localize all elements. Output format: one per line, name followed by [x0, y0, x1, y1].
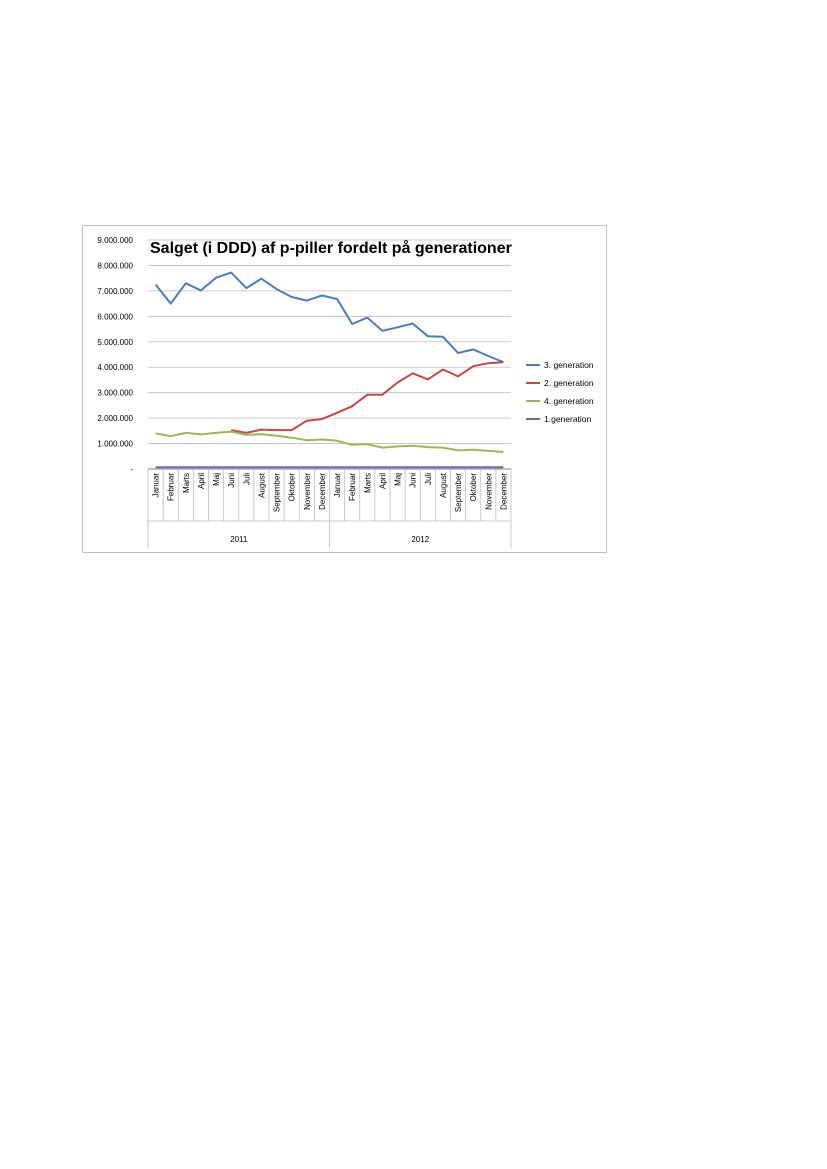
y-tick-label: 1.000.000 — [97, 440, 133, 449]
series-line — [155, 430, 504, 453]
x-tick-label: Oktober — [288, 473, 297, 502]
y-tick-label: - — [130, 465, 133, 474]
x-tick-label: September — [273, 473, 282, 512]
series-line — [231, 361, 504, 434]
x-tick-label: April — [197, 473, 206, 489]
x-tick-label: Juli — [242, 473, 251, 485]
chart-title: Salget (i DDD) af p-piller fordelt på ge… — [150, 239, 512, 257]
x-tick-label: Februar — [167, 473, 176, 501]
y-tick-label: 8.000.000 — [97, 261, 133, 270]
x-tick-label: November — [303, 473, 312, 510]
x-tick-label: April — [378, 473, 387, 489]
series-line — [154, 271, 504, 364]
y-tick-label: 5.000.000 — [97, 338, 133, 347]
x-tick-label: December — [499, 473, 508, 510]
x-tick-label: Juni — [227, 473, 236, 488]
line-chart: - 1.000.000 2.000.000 3.000.000 4.000.000 5.0… — [97, 236, 594, 548]
y-tick-label: 6.000.000 — [97, 312, 133, 321]
x-tick-label: Februar — [348, 473, 357, 501]
x-tick-label: August — [257, 472, 266, 498]
x-tick-label: Marts — [363, 473, 372, 493]
chart-frame: - 1.000.000 2.000.000 3.000.000 4.000.000 5.0… — [82, 225, 607, 553]
y-tick-label: 9.000.000 — [97, 236, 133, 245]
y-tick-label: 3.000.000 — [97, 389, 133, 398]
x-group-label: 2012 — [411, 535, 429, 544]
legend-label: 4. generation — [544, 396, 594, 406]
x-tick-label: August — [439, 472, 448, 498]
x-tick-label: November — [484, 473, 493, 510]
x-tick-label: Januar — [333, 473, 342, 498]
x-tick-label: Oktober — [469, 473, 478, 502]
y-tick-label: 7.000.000 — [97, 287, 133, 296]
y-tick-label: 4.000.000 — [97, 363, 133, 372]
x-tick-label: December — [318, 473, 327, 510]
x-group-label: 2011 — [230, 535, 248, 544]
x-tick-label: Marts — [182, 473, 191, 493]
x-tick-label: September — [454, 473, 463, 512]
x-tick-label: Maj — [394, 473, 403, 486]
legend-label: 1.generation — [544, 414, 592, 424]
legend-label: 2. generation — [544, 378, 594, 388]
x-tick-label: Maj — [212, 473, 221, 486]
y-tick-label: 2.000.000 — [97, 414, 133, 423]
legend-label: 3. generation — [544, 360, 594, 370]
x-tick-label: Januar — [152, 473, 161, 498]
x-tick-label: Juli — [424, 473, 433, 485]
x-tick-label: Juni — [409, 473, 418, 488]
